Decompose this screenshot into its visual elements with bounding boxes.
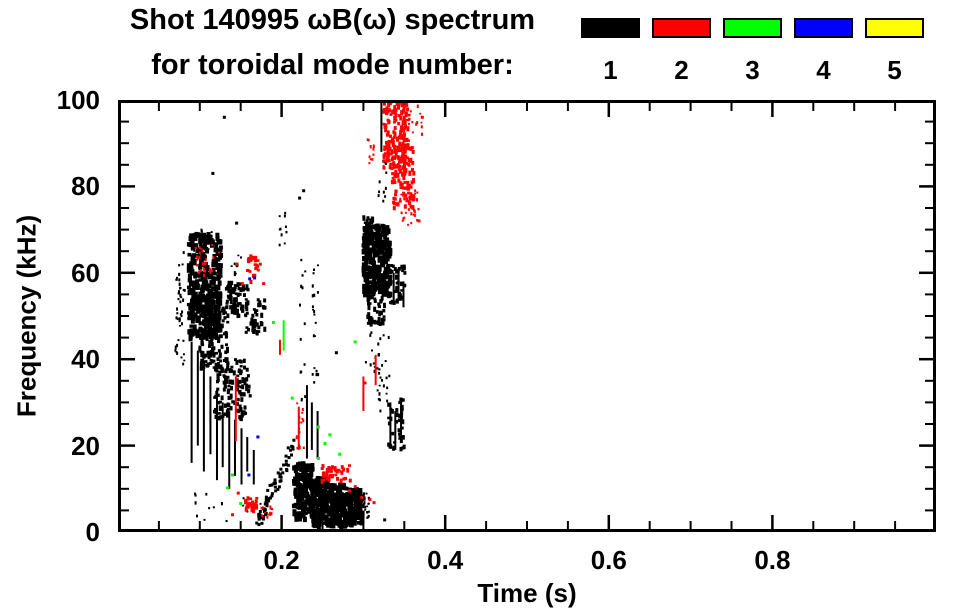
legend-swatch-mode-4 [794, 18, 853, 38]
chart-title-line2: for toroidal mode number: [151, 49, 514, 81]
legend-label-mode-1: 1 [603, 55, 618, 85]
y-tick-label-0: 0 [85, 517, 100, 547]
legend-label-mode-4: 4 [816, 55, 831, 85]
x-tick-label-0.2: 0.2 [263, 545, 300, 575]
plot-area [118, 100, 936, 532]
legend-swatch-mode-3 [723, 18, 782, 38]
series-marks-4 [247, 276, 260, 477]
legend-swatch-mode-5 [865, 18, 924, 38]
chart-title-line1: Shot 140995 ωB(ω) spectrum [129, 4, 536, 36]
series-marks-1 [174, 100, 407, 530]
y-axis-title: Frequency (kHz) [11, 214, 42, 418]
x-axis-title: Time (s) [477, 578, 577, 608]
legend-swatch-mode-2 [652, 18, 711, 38]
legend-swatches [581, 18, 941, 38]
legend-label-mode-3: 3 [745, 55, 760, 85]
x-tick-label-0.8: 0.8 [754, 545, 791, 575]
x-tick-label-0.6: 0.6 [590, 545, 627, 575]
plot-frame [118, 100, 936, 532]
series-marks-3 [226, 100, 399, 505]
series-marks-2 [194, 100, 424, 519]
legend-label-mode-2: 2 [674, 55, 689, 85]
axis-ticks [121, 100, 933, 532]
legend: 1 2 3 4 5 [581, 18, 941, 86]
x-tick-label-0.4: 0.4 [427, 545, 464, 575]
y-tick-label-100: 100 [56, 85, 100, 115]
legend-label-mode-5: 5 [887, 55, 902, 85]
y-tick-label-60: 60 [71, 257, 100, 288]
legend-numbers: 1 2 3 4 5 [581, 55, 941, 86]
legend-swatch-mode-1 [581, 18, 640, 38]
y-tick-label-20: 20 [71, 430, 100, 461]
y-tick-label-40: 40 [71, 344, 100, 375]
y-tick-label-80: 80 [71, 171, 100, 202]
